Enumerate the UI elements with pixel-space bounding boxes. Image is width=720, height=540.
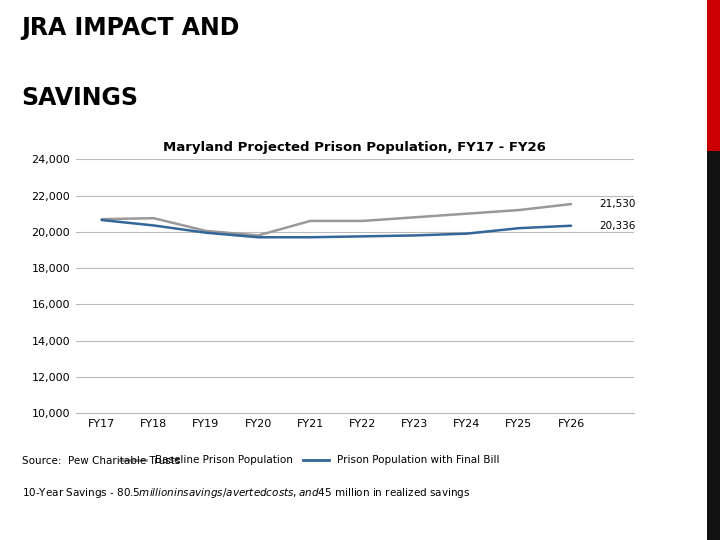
- Text: JRA IMPACT AND: JRA IMPACT AND: [22, 16, 240, 40]
- Text: SAVINGS: SAVINGS: [22, 86, 138, 110]
- Title: Maryland Projected Prison Population, FY17 - FY26: Maryland Projected Prison Population, FY…: [163, 141, 546, 154]
- Text: Source:  Pew Charitable Trusts: Source: Pew Charitable Trusts: [22, 456, 180, 467]
- Text: 21,530: 21,530: [600, 199, 636, 209]
- Legend: Baseline Prison Population, Prison Population with Final Bill: Baseline Prison Population, Prison Popul…: [116, 451, 504, 470]
- Text: 10-Year Savings - $80.5 million in savings/averted costs, and $45 million in rea: 10-Year Savings - $80.5 million in savin…: [22, 486, 470, 500]
- Text: 20,336: 20,336: [600, 221, 636, 231]
